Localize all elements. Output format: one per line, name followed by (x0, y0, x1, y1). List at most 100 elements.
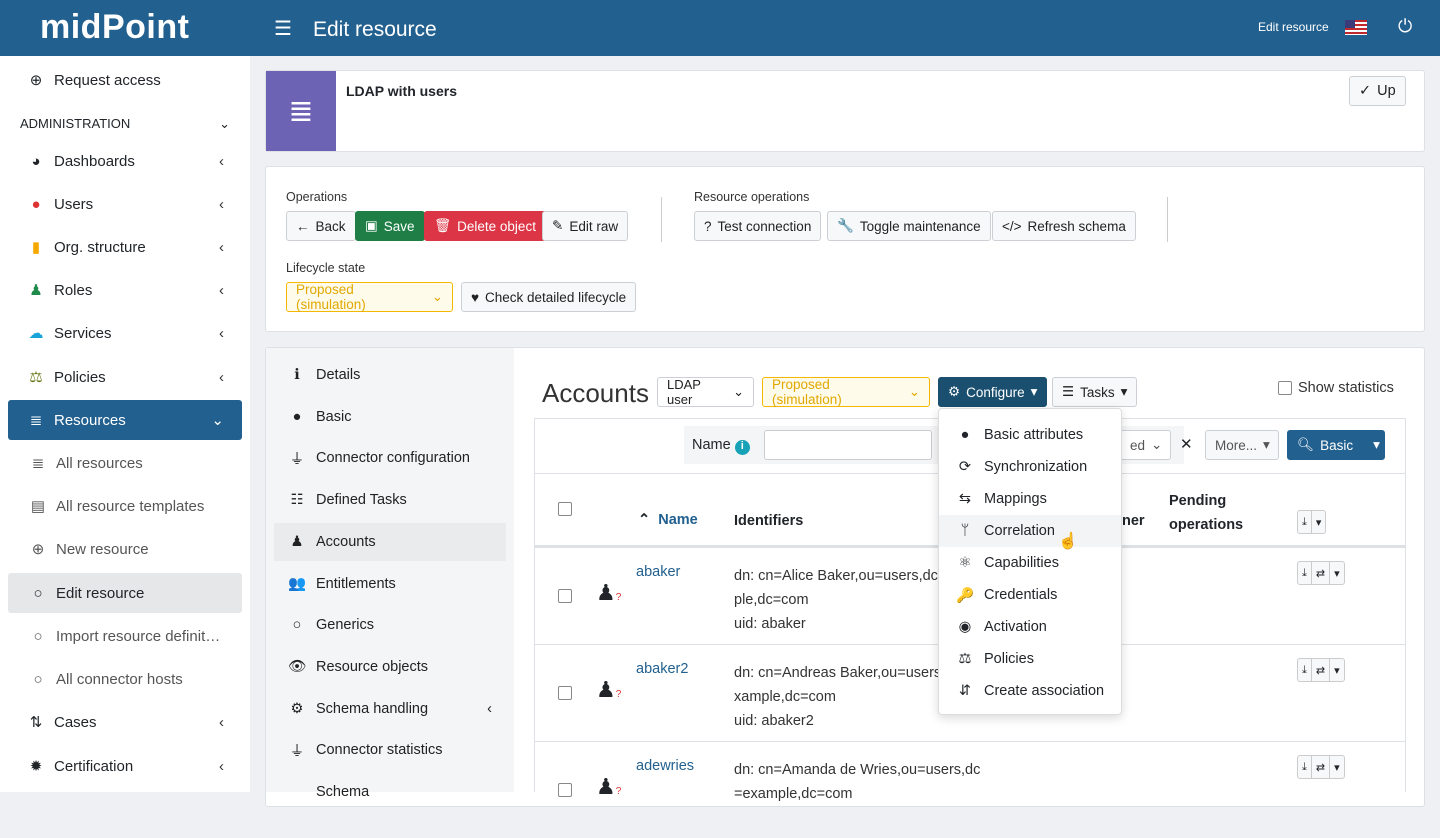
label: All resource templates (56, 497, 205, 515)
toggle-maintenance-button[interactable]: 🔧 Toggle maintenance (827, 211, 991, 241)
label: Edit raw (569, 218, 619, 234)
sidebar-item-org-structure[interactable]: ▮ Org. structure ‹ (8, 227, 242, 267)
save-button[interactable]: ▣ Save (355, 211, 425, 241)
us-flag-icon[interactable] (1345, 20, 1367, 35)
up-button[interactable]: ✓ Up (1349, 76, 1406, 106)
caret-down-icon[interactable]: ▾ (1334, 761, 1340, 774)
menu-item-capabilities[interactable]: ⚛ Capabilities (939, 547, 1121, 579)
sidebar-item-request-access[interactable]: ⊕ Request access (8, 60, 242, 100)
label: Resources (54, 411, 126, 429)
sidebar-item-new-resource[interactable]: ⊕ New resource (8, 529, 242, 569)
lifecycle-select[interactable]: Proposed (simulation) ⌄ (286, 282, 453, 312)
sidebar-item-resources[interactable]: ≣ Resources ⌄ (8, 400, 242, 440)
pending-operations-column-header: Pending operations (1169, 489, 1243, 537)
sidebar-item-certification[interactable]: ✹ Certification ‹ (8, 746, 242, 786)
logo[interactable]: midPoint (40, 8, 190, 46)
sidebar-item-services[interactable]: ☁ Services ‹ (8, 313, 242, 353)
info-icon[interactable]: i (734, 440, 750, 455)
name-search-input[interactable] (764, 430, 932, 460)
configure-button[interactable]: ⚙ Configure ▾ (938, 377, 1048, 407)
more-button[interactable]: More... ▾ (1205, 430, 1279, 460)
row-actions[interactable]: ⤓ ⇄ ▾ (1297, 755, 1345, 779)
menu-item-create-association[interactable]: ⇵ Create association (939, 675, 1121, 707)
label: Basic (316, 408, 352, 425)
sync-icon[interactable]: ⇄ (1312, 659, 1331, 681)
sidebar-item-connector-hosts[interactable]: ○ All connector hosts (8, 659, 242, 699)
label: All resources (56, 454, 143, 472)
sync-icon[interactable]: ⇄ (1312, 562, 1331, 584)
account-name-link[interactable]: abaker (636, 564, 681, 580)
nav-item-schema-handling[interactable]: ⚙ Schema handling ‹ (274, 690, 506, 728)
sidebar-section-administration[interactable]: ADMINISTRATION ⌄ (20, 116, 230, 132)
sidebar-item-policies[interactable]: ⚖ Policies ‹ (8, 357, 242, 397)
select-all-checkbox[interactable] (558, 502, 572, 516)
circle-icon: ○ (33, 670, 43, 688)
sync-icon[interactable]: ⇄ (1312, 756, 1331, 778)
row-actions[interactable]: ⤓ ⇄ ▾ (1297, 561, 1345, 585)
basic-search-button[interactable]: 🔍︎ Basic ▾ (1287, 430, 1385, 460)
import-icon[interactable]: ⤓ (1298, 562, 1312, 584)
menu-item-policies[interactable]: ⚖ Policies (939, 643, 1121, 675)
nav-item-resource-objects[interactable]: 👁 Resource objects (274, 648, 506, 686)
test-connection-button[interactable]: ? Test connection (694, 211, 822, 241)
identifier: dn: cn=Andreas Baker,ou=users (734, 665, 942, 681)
delete-object-button[interactable]: 🗑 Delete object (424, 211, 546, 241)
sidebar-item-import-resource[interactable]: ○ Import resource definit… (8, 616, 242, 656)
sidebar-item-all-resources[interactable]: ≣ All resources (8, 443, 242, 483)
row-actions[interactable]: ⤓ ⇄ ▾ (1297, 658, 1345, 682)
label: Pending (1169, 493, 1227, 509)
back-button[interactable]: ← Back (286, 211, 356, 241)
menu-icon: ⇵ (958, 683, 972, 699)
nav-item-connector-configuration[interactable]: ⏚ Connector configuration (274, 439, 506, 477)
row-checkbox[interactable] (558, 783, 572, 797)
menu-item-mappings[interactable]: ⇆ Mappings (939, 483, 1121, 515)
sidebar-item-users[interactable]: ● Users ‹ (8, 184, 242, 224)
nav-item-generics[interactable]: ○ Generics (274, 606, 506, 644)
clear-filter-icon[interactable]: ✕ (1180, 436, 1193, 453)
export-button[interactable]: ⤓ ▾ (1297, 510, 1327, 534)
row-checkbox[interactable] (558, 589, 572, 603)
edit-raw-button[interactable]: ✎ Edit raw (542, 211, 629, 241)
sidebar-item-dashboards[interactable]: ◕ Dashboards ‹ (8, 141, 242, 181)
menu-item-activation[interactable]: ◉ Activation (939, 611, 1121, 643)
sidebar-item-cases[interactable]: ⇅ Cases ‹ (8, 702, 242, 742)
show-statistics[interactable]: Show statistics (1278, 380, 1394, 396)
object-class-select[interactable]: LDAP user ⌄ (657, 377, 754, 407)
accounts-lifecycle-select[interactable]: Proposed (simulation) ⌄ (762, 377, 930, 407)
label: Policies (54, 368, 106, 386)
import-icon[interactable]: ⤓ (1298, 659, 1312, 681)
hamburger-icon[interactable]: ☰ (274, 18, 292, 40)
sidebar-item-roles[interactable]: ♟ Roles ‹ (8, 270, 242, 310)
nav-item-details[interactable]: ℹ Details (274, 356, 506, 394)
name-column-header[interactable]: ⌃ Name (638, 512, 698, 528)
refresh-schema-button[interactable]: </> Refresh schema (992, 211, 1136, 241)
menu-item-credentials[interactable]: 🔑 Credentials (939, 579, 1121, 611)
nav-item-schema[interactable]: Schema (274, 773, 506, 811)
sidebar-item-edit-resource[interactable]: ○ Edit resource (8, 573, 242, 613)
identifier: uid: abaker (734, 616, 806, 632)
caret-down-icon[interactable]: ▾ (1334, 567, 1340, 580)
tasks-button[interactable]: ☰ Tasks ▾ (1052, 377, 1138, 407)
nav-item-defined-tasks[interactable]: ☷ Defined Tasks (274, 481, 506, 519)
power-icon[interactable]: ⏻ (1398, 16, 1413, 36)
label: Check detailed lifecycle (485, 289, 627, 305)
nav-item-accounts[interactable]: ♟ Accounts (274, 522, 506, 561)
caret-down-icon[interactable]: ▾ (1334, 664, 1340, 677)
account-name-link[interactable]: adewries (636, 758, 695, 774)
import-icon[interactable]: ⤓ (1298, 756, 1312, 778)
sidebar-item-all-resource-templates[interactable]: ▤ All resource templates (8, 486, 242, 526)
show-statistics-checkbox[interactable] (1278, 381, 1292, 395)
menu-item-basic-attributes[interactable]: ● Basic attributes (939, 419, 1121, 451)
nav-item-entitlements[interactable]: 👥 Entitlements (274, 565, 506, 603)
menu-item-correlation[interactable]: ᛘ Correlation (939, 515, 1121, 547)
row-checkbox[interactable] (558, 686, 572, 700)
page-title: Edit resource (313, 18, 437, 41)
menu-item-synchronization[interactable]: ⟳ Synchronization (939, 451, 1121, 483)
search-filter-select[interactable]: ed ⌄ (1120, 430, 1171, 460)
account-name-link[interactable]: abaker2 (636, 661, 689, 677)
identifiers: dn: cn=Andreas Baker,ou=users xample,dc=c… (734, 661, 941, 733)
check-lifecycle-button[interactable]: ♥ Check detailed lifecycle (461, 282, 637, 312)
code-icon: </> (1002, 218, 1022, 234)
nav-item-basic[interactable]: ● Basic (274, 398, 506, 436)
nav-item-connector-statistics[interactable]: ⏚ Connector statistics (274, 731, 506, 769)
